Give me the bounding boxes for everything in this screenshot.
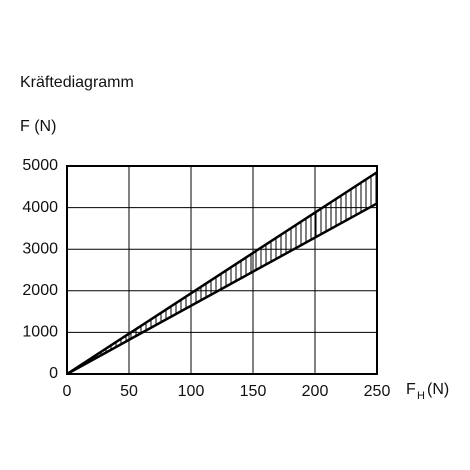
x-tick-label: 50 (120, 383, 138, 400)
x-tick-label: 200 (302, 383, 329, 400)
chart-title: Kräftediagramm (20, 74, 134, 91)
y-tick-label: 5000 (22, 157, 58, 174)
y-axis-label: F (N) (20, 118, 56, 135)
y-tick-label: 1000 (22, 324, 58, 341)
x-axis-label-unit: (N) (427, 381, 449, 398)
y-tick-label: 2000 (22, 282, 58, 299)
y-tick-label: 3000 (22, 240, 58, 257)
x-tick-label: 100 (178, 383, 205, 400)
series-line (66, 171, 378, 376)
series-line (66, 202, 378, 376)
x-tick-label: 0 (63, 383, 72, 400)
y-tick-label: 0 (49, 365, 58, 382)
plot-frame (66, 165, 378, 375)
x-tick-label: 250 (364, 383, 391, 400)
x-axis-label-subscript: H (417, 390, 425, 402)
x-tick-label: 150 (240, 383, 267, 400)
x-axis-label: F (406, 381, 416, 398)
y-tick-label: 4000 (22, 199, 58, 216)
